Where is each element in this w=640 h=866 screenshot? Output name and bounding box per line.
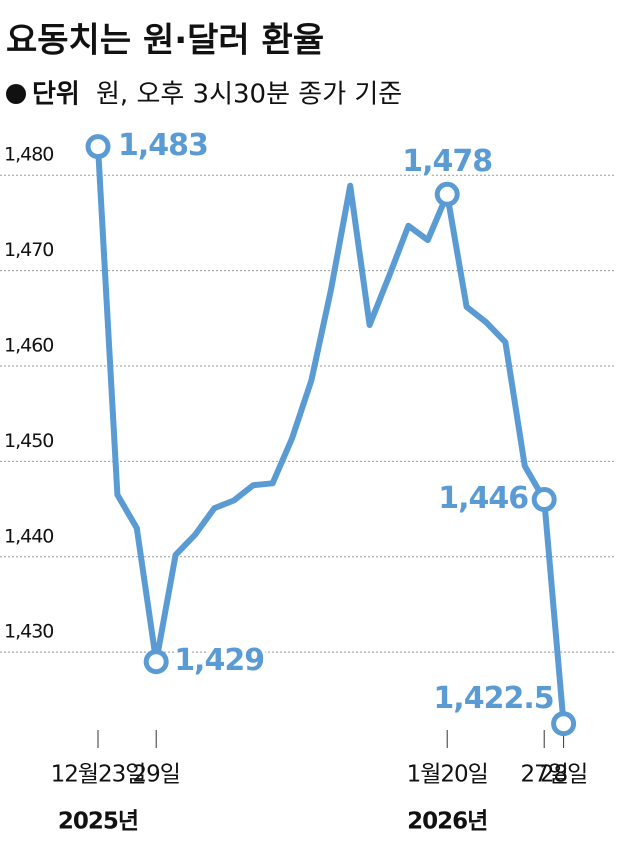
y-tick-label: 1,480 bbox=[4, 144, 53, 166]
x-tick-label: 28일 bbox=[540, 762, 587, 788]
x-tick-label: 29일 bbox=[132, 762, 179, 788]
value-label: 1,446 bbox=[438, 481, 528, 516]
year-label: 2026년 bbox=[407, 809, 487, 835]
value-label: 1,483 bbox=[118, 128, 208, 163]
y-tick-label: 1,440 bbox=[4, 525, 53, 547]
value-label: 1,478 bbox=[402, 144, 492, 179]
unit-label: 단위 bbox=[32, 80, 80, 110]
point-marker bbox=[85, 134, 111, 160]
point-marker bbox=[551, 711, 577, 737]
y-tick-label: 1,450 bbox=[4, 430, 53, 452]
value-label: 1,422.5 bbox=[433, 681, 553, 716]
y-tick-label: 1,430 bbox=[4, 621, 53, 643]
value-label: 1,429 bbox=[174, 643, 264, 678]
line bbox=[95, 143, 567, 727]
point-marker bbox=[434, 181, 460, 207]
bullet bbox=[6, 84, 26, 104]
year-label: 2025년 bbox=[58, 809, 138, 835]
x-tick-label: 27일 bbox=[520, 762, 567, 788]
chart-title: 요동치는 원·달러 환율 bbox=[6, 21, 324, 61]
y-tick-label: 1,460 bbox=[4, 335, 53, 357]
x-tick-label: 12월23일 bbox=[51, 762, 146, 788]
point-marker bbox=[531, 487, 557, 513]
point-marker bbox=[143, 649, 169, 675]
subtitle: 원, 오후 3시30분 종가 기준 bbox=[96, 80, 402, 110]
y-tick-label: 1,470 bbox=[4, 239, 53, 261]
x-tick-label: 1월20일 bbox=[407, 762, 488, 788]
